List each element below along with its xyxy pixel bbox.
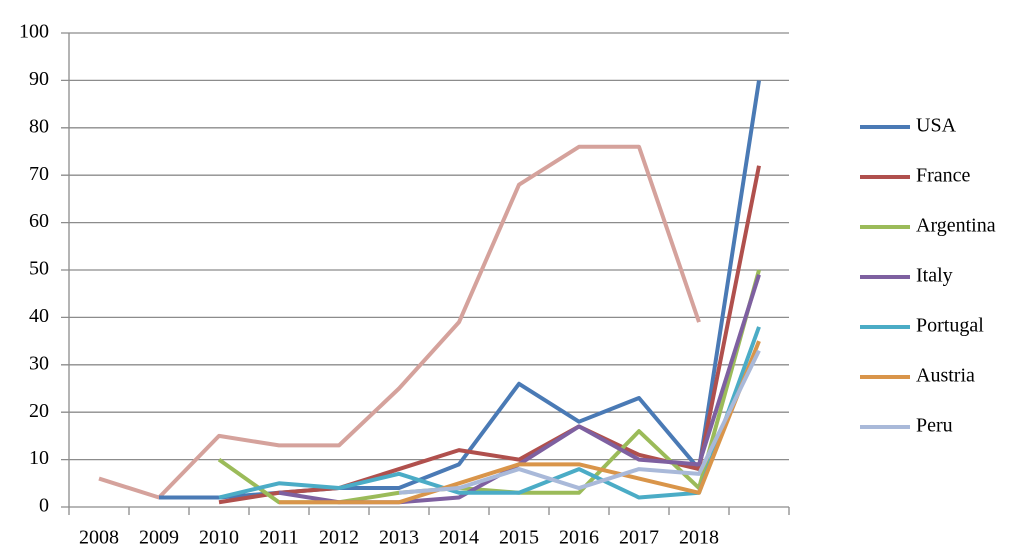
series-line [218, 326, 761, 500]
y-tick-label: 80 [29, 115, 49, 137]
series-line [98, 144, 701, 500]
y-tick-label: 20 [29, 400, 49, 422]
x-tick-label: 2016 [559, 527, 599, 549]
x-tick-label: 2017 [619, 527, 659, 549]
y-tick-label: 40 [29, 305, 49, 327]
legend-label: Argentina [916, 215, 996, 237]
x-tick-label: 2010 [199, 527, 239, 549]
x-tick-label: 2008 [79, 527, 119, 549]
y-tick-label: 10 [29, 447, 49, 469]
series-line [159, 80, 761, 500]
series-line [217, 269, 761, 505]
y-tick-label: 90 [29, 68, 49, 90]
x-tick-label: 2015 [499, 527, 539, 549]
y-tick-label: 100 [19, 21, 49, 43]
y-tick-label: 60 [29, 210, 49, 232]
legend-label: Italy [916, 265, 953, 287]
legend-label: Portugal [916, 315, 984, 337]
series-line [398, 349, 761, 495]
x-tick-label: 2011 [259, 527, 298, 549]
legend-label: USA [916, 115, 957, 137]
legend-label: Austria [916, 365, 975, 387]
series-line [279, 340, 761, 505]
y-tick-label: 70 [29, 163, 49, 185]
y-tick-label: 30 [29, 352, 49, 374]
legend-label: Peru [916, 415, 953, 437]
y-tick-label: 0 [39, 495, 49, 517]
x-tick-label: 2013 [379, 527, 419, 549]
series-line [218, 165, 761, 505]
x-tick-label: 2012 [319, 527, 359, 549]
x-tick-label: 2014 [439, 527, 479, 549]
x-tick-label: 2018 [679, 527, 719, 549]
y-tick-label: 50 [29, 258, 49, 280]
x-tick-label: 2009 [139, 527, 179, 549]
legend-label: France [916, 165, 971, 187]
